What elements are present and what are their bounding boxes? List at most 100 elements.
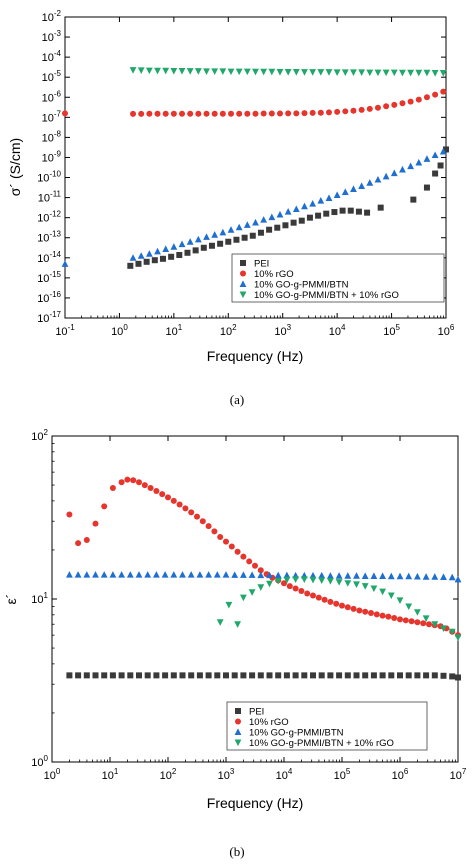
data-point [205, 571, 212, 578]
data-point [350, 185, 357, 192]
data-point [225, 238, 232, 245]
data-point [228, 543, 235, 550]
data-point [396, 597, 404, 605]
data-point [366, 179, 374, 186]
data-point [333, 600, 340, 607]
data-point [426, 621, 432, 628]
data-point [325, 69, 333, 76]
legend-label: 10% rGO [249, 717, 289, 728]
legend-marker [235, 718, 241, 725]
legend-box [231, 253, 445, 303]
data-point [83, 571, 91, 578]
data-point [335, 579, 343, 586]
data-point [100, 571, 108, 578]
x-tick-label: 103 [218, 767, 235, 782]
data-point [162, 672, 169, 679]
data-point [405, 572, 413, 580]
data-point [309, 200, 317, 207]
data-point [233, 236, 240, 243]
data-point [383, 103, 390, 110]
data-point [137, 67, 145, 74]
data-point [407, 69, 415, 77]
data-point [219, 68, 227, 75]
data-point [170, 497, 177, 504]
data-point [274, 571, 282, 579]
data-point [234, 548, 241, 555]
data-point [74, 571, 82, 578]
data-point [341, 188, 349, 195]
data-point [325, 194, 333, 202]
data-point [118, 571, 125, 578]
data-point [92, 672, 99, 679]
panel-label: (a) [230, 392, 244, 407]
data-point [374, 104, 381, 111]
data-point [165, 494, 171, 501]
data-point [194, 235, 202, 243]
data-point [266, 571, 273, 579]
data-point [292, 585, 299, 592]
y-tick-label: 10-16 [37, 290, 61, 305]
series-0 [66, 672, 461, 681]
data-point [83, 537, 90, 544]
series-0 [127, 146, 449, 269]
data-point [423, 69, 431, 77]
data-point [440, 672, 447, 679]
data-point [304, 590, 311, 597]
data-point [268, 110, 275, 117]
data-point [153, 571, 160, 578]
data-point [423, 672, 430, 679]
data-point [390, 69, 398, 77]
data-point [334, 108, 341, 115]
data-point [356, 607, 363, 614]
legend-box [226, 701, 428, 751]
data-point [318, 571, 326, 579]
data-point [284, 68, 292, 76]
data-point [358, 182, 366, 189]
data-point [266, 580, 273, 588]
data-point [364, 209, 371, 216]
y-tick-label: 10-11 [38, 190, 62, 205]
data-point [333, 69, 341, 76]
data-point [388, 672, 395, 679]
data-point [327, 672, 334, 679]
data-point [200, 244, 207, 251]
data-point [225, 601, 233, 609]
data-point [101, 503, 108, 510]
data-point [138, 110, 145, 117]
x-tick-label: 101 [166, 323, 183, 338]
data-point [361, 572, 369, 579]
legend-marker [239, 291, 247, 299]
y-axis-label: ε´ [3, 594, 19, 605]
data-point [387, 592, 395, 600]
data-point [211, 110, 218, 117]
data-point [194, 68, 202, 75]
legend-label: 10% GO-g-PMMI/BTN + 10% rGO [254, 290, 399, 301]
data-point [321, 596, 328, 603]
data-point [136, 672, 142, 679]
x-tick-label: 101 [102, 767, 119, 782]
data-point [439, 147, 447, 155]
data-point [293, 110, 300, 117]
data-point [370, 572, 378, 579]
data-point [391, 101, 398, 108]
data-point [216, 619, 224, 626]
data-point [323, 210, 330, 217]
y-tick-label: 10-17 [37, 310, 61, 325]
data-point [309, 69, 317, 76]
data-point [228, 110, 235, 117]
data-point [350, 605, 357, 612]
data-point [370, 585, 378, 593]
x-tick-label: 106 [392, 767, 409, 782]
data-point [205, 672, 212, 679]
data-point [249, 672, 256, 679]
data-point [199, 518, 206, 525]
data-point [66, 511, 73, 518]
data-point [379, 612, 386, 619]
data-point [344, 572, 352, 579]
data-point [66, 672, 73, 679]
data-point [75, 540, 82, 547]
data-point [374, 175, 382, 183]
data-point [344, 604, 351, 611]
data-point [276, 68, 284, 76]
data-point [268, 68, 276, 76]
